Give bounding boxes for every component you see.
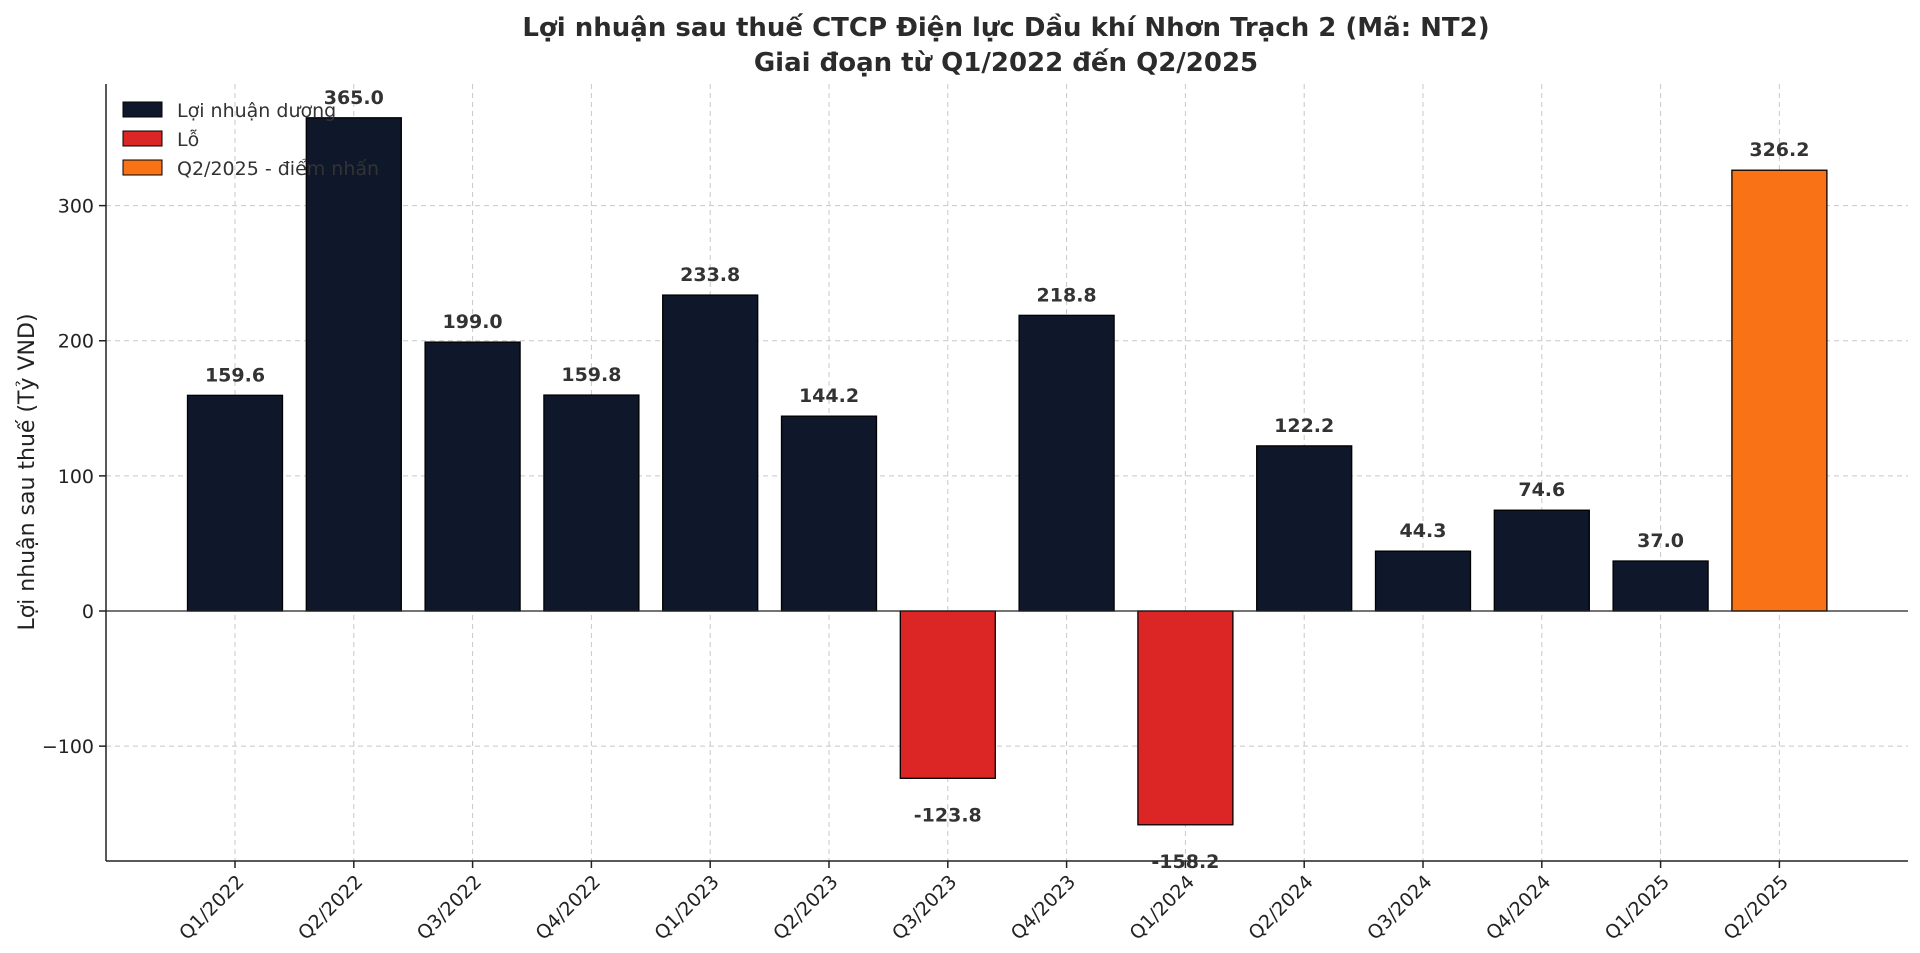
bar xyxy=(1612,560,1709,612)
bar xyxy=(1256,445,1353,612)
data-label: 122.2 xyxy=(1274,415,1334,437)
x-tick-label: Q1/2025 xyxy=(1601,871,1674,944)
data-label: 37.0 xyxy=(1637,530,1684,552)
y-tick-label: −100 xyxy=(42,736,94,758)
y-tick-label: 0 xyxy=(82,601,94,623)
x-tick-label: Q4/2022 xyxy=(532,871,605,944)
bar xyxy=(1493,509,1590,612)
legend-label-positive: Lợi nhuận dương xyxy=(177,100,336,122)
data-label: -158.2 xyxy=(1151,851,1219,873)
chart-title: Lợi nhuận sau thuế CTCP Điện lực Dầu khí… xyxy=(522,12,1489,43)
x-tick-label: Q1/2023 xyxy=(650,871,723,944)
legend-swatch-highlight xyxy=(122,159,163,176)
y-axis-label: Lợi nhuận sau thuế (Tỷ VND) xyxy=(15,313,40,630)
bars-layer xyxy=(186,117,1828,826)
data-label: -123.8 xyxy=(914,804,982,826)
legend: Lợi nhuận dương Lỗ Q2/2025 - điểm nhấn xyxy=(122,100,379,180)
bar xyxy=(780,415,878,612)
data-label: 159.6 xyxy=(205,364,265,386)
x-tick-label: Q2/2025 xyxy=(1720,871,1793,944)
bar xyxy=(424,341,521,612)
legend-swatch-positive xyxy=(122,101,163,118)
data-label: 44.3 xyxy=(1400,520,1447,542)
bar xyxy=(1137,610,1234,826)
x-tick-label: Q3/2022 xyxy=(413,871,486,944)
bar xyxy=(1374,550,1472,612)
legend-label-highlight: Q2/2025 - điểm nhấn xyxy=(177,158,379,180)
bar xyxy=(1731,169,1828,612)
data-label: 218.8 xyxy=(1037,284,1097,306)
legend-swatch-loss xyxy=(122,130,163,147)
bar xyxy=(186,394,284,612)
bar xyxy=(305,117,402,612)
legend-label-loss: Lỗ xyxy=(177,128,199,151)
x-tick-label: Q2/2024 xyxy=(1244,871,1317,944)
x-tick-label: Q1/2024 xyxy=(1126,871,1199,944)
data-label: 74.6 xyxy=(1518,479,1565,501)
chart-subtitle: Giai đoạn từ Q1/2022 đến Q2/2025 xyxy=(754,47,1258,78)
data-label: 159.8 xyxy=(561,364,621,386)
data-labels-layer: 159.6 365.0 199.0 159.8 233.8 144.2 -123.8 218.… xyxy=(205,87,1810,873)
data-label: 233.8 xyxy=(680,264,740,286)
y-tick-label: 100 xyxy=(58,466,94,488)
bar xyxy=(543,394,640,612)
bar xyxy=(1018,314,1115,612)
bar xyxy=(899,610,996,779)
data-label: 365.0 xyxy=(324,87,384,109)
x-tick-label: Q2/2022 xyxy=(294,871,367,944)
data-label: 199.0 xyxy=(443,311,503,333)
bar xyxy=(662,294,759,612)
x-tick-label: Q2/2023 xyxy=(769,871,842,944)
y-tick-label: 200 xyxy=(58,331,94,353)
x-tick-label: Q3/2024 xyxy=(1363,871,1436,944)
x-tick-label: Q4/2023 xyxy=(1007,871,1080,944)
data-label: 326.2 xyxy=(1749,139,1809,161)
x-tick-label: Q4/2024 xyxy=(1482,871,1555,944)
y-tick-label: 300 xyxy=(58,196,94,218)
data-label: 144.2 xyxy=(799,385,859,407)
x-tick-label: Q3/2023 xyxy=(888,871,961,944)
x-tick-label: Q1/2022 xyxy=(175,871,248,944)
